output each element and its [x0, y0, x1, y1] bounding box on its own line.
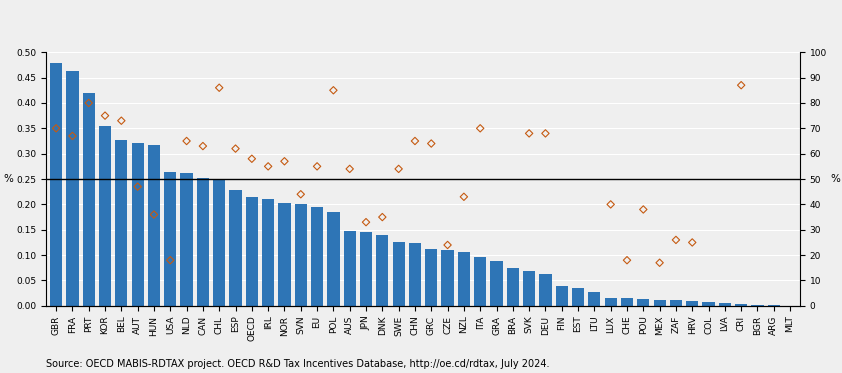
Bar	[197, 178, 209, 306]
Bar	[637, 299, 649, 306]
Bar	[768, 305, 780, 306]
Point	[408, 138, 422, 144]
Point	[392, 166, 405, 172]
Point	[539, 131, 552, 137]
Point	[294, 191, 307, 197]
Point	[621, 257, 634, 263]
Bar	[180, 173, 193, 306]
Bar	[99, 126, 111, 306]
Bar	[246, 197, 258, 306]
Bar	[295, 204, 306, 306]
Bar	[686, 301, 698, 306]
Bar	[279, 203, 290, 306]
Bar	[670, 300, 682, 306]
Bar	[572, 288, 584, 306]
Bar	[67, 71, 78, 306]
Point	[229, 145, 242, 151]
Bar	[605, 298, 617, 306]
Point	[66, 133, 79, 139]
Point	[180, 138, 194, 144]
Point	[278, 158, 291, 164]
Bar	[441, 250, 454, 306]
Point	[327, 87, 340, 93]
Bar	[376, 235, 388, 306]
Bar	[556, 286, 568, 306]
Bar	[735, 304, 748, 306]
Bar	[425, 248, 437, 306]
Bar	[653, 300, 666, 306]
Point	[311, 163, 324, 169]
Bar	[507, 268, 519, 306]
Point	[637, 207, 650, 213]
Bar	[751, 305, 764, 306]
Bar	[213, 179, 226, 306]
Point	[261, 163, 274, 169]
Bar	[164, 172, 176, 306]
Text: Source: OECD MABIS-RDTAX project. OECD R&D Tax Incentives Database, http://oe.cd: Source: OECD MABIS-RDTAX project. OECD R…	[46, 359, 550, 369]
Point	[424, 141, 438, 147]
Bar	[458, 251, 470, 306]
Bar	[621, 298, 633, 306]
Point	[82, 100, 95, 106]
Bar	[50, 63, 62, 306]
Point	[212, 85, 226, 91]
Bar	[328, 212, 339, 306]
Bar	[702, 302, 715, 306]
Point	[245, 156, 258, 162]
Point	[343, 166, 356, 172]
Bar	[490, 261, 503, 306]
Bar	[589, 292, 600, 306]
Y-axis label: %: %	[3, 174, 13, 184]
Point	[115, 118, 128, 124]
Bar	[262, 199, 274, 306]
Point	[50, 125, 63, 131]
Point	[163, 257, 177, 263]
Bar	[344, 231, 356, 306]
Bar	[409, 244, 421, 306]
Bar	[148, 145, 160, 306]
Point	[473, 125, 487, 131]
Bar	[131, 142, 144, 306]
Point	[99, 113, 112, 119]
Point	[653, 260, 666, 266]
Bar	[523, 272, 536, 306]
Point	[734, 82, 748, 88]
Point	[360, 219, 373, 225]
Bar	[392, 242, 405, 306]
Point	[669, 237, 683, 243]
Bar	[540, 274, 552, 306]
Bar	[719, 303, 731, 306]
Point	[376, 214, 389, 220]
Point	[131, 184, 144, 189]
Bar	[360, 232, 372, 306]
Bar	[311, 207, 323, 306]
Bar	[474, 257, 487, 306]
Bar	[229, 190, 242, 306]
Point	[685, 239, 699, 245]
Point	[457, 194, 471, 200]
Point	[604, 201, 617, 207]
Point	[147, 211, 161, 217]
Bar	[115, 140, 127, 306]
Point	[522, 131, 536, 137]
Y-axis label: %: %	[830, 174, 840, 184]
Point	[196, 143, 210, 149]
Point	[441, 242, 455, 248]
Bar	[83, 93, 95, 306]
